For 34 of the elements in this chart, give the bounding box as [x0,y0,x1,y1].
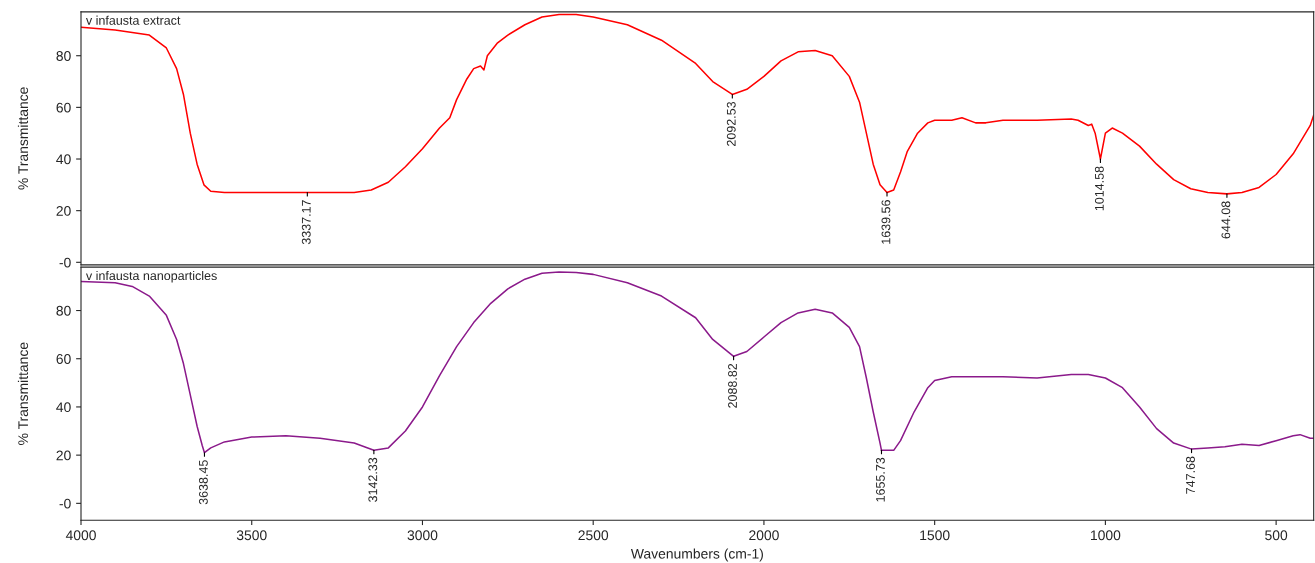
y-tick-label: 60 [56,354,71,364]
y-tick-label: 40 [56,402,71,413]
annotation: 3142.33 [368,457,378,502]
annotation: 1014.58 [1094,166,1104,211]
annotation: 3337.17 [301,200,311,245]
x-tick-label: 500 [1265,530,1288,541]
annotation: 1655.73 [875,457,885,502]
y-axis-title: % Transmittance [17,87,29,190]
x-tick-label: 1500 [920,530,950,541]
y-tick-label: 60 [56,102,71,113]
annotation: 644.08 [1221,201,1231,239]
y-axis-title: % Transmittance [17,342,29,445]
y-tick-label: 80 [56,51,71,61]
y-tick-label: -0 [59,257,71,268]
x-axis-title: Wavenumbers (cm-1) [630,548,763,562]
annotation: 2092.53 [726,101,736,146]
chart-title: v infausta extract [85,15,181,25]
x-tick-label: 2000 [749,530,779,541]
y-tick-label: 20 [56,450,71,461]
y-tick-label: -0 [59,498,71,509]
x-tick-label: 2500 [578,530,609,541]
x-tick-label: 1000 [1091,530,1121,541]
x-tick-label: 3000 [407,530,438,541]
annotation: 2088.82 [728,363,737,408]
line-series [81,271,1314,454]
annotation: 1639.56 [881,200,891,244]
y-tick-label: 80 [56,305,71,316]
y-tick-label: 40 [56,154,71,165]
x-tick-label: 3500 [236,530,267,541]
y-tick-label: 20 [56,206,71,216]
x-tick-label: 4000 [65,530,96,541]
chart-title: v infausta nanoparticles [85,270,217,283]
annotation: 747.68 [1186,456,1195,494]
annotation: 3638.45 [198,460,208,505]
